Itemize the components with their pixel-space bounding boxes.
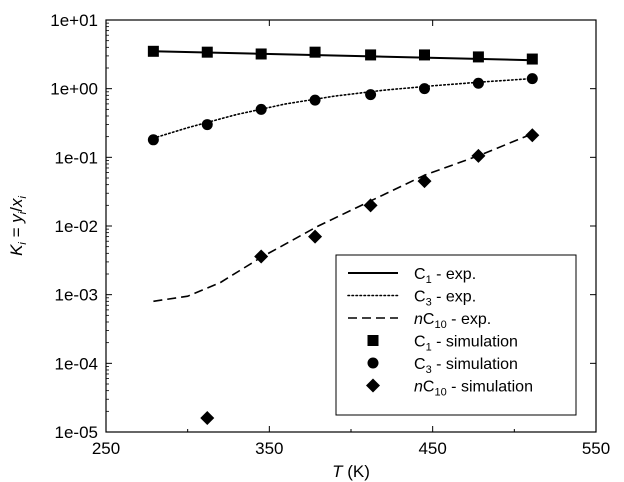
data-point-square [309,46,321,58]
y-tick-label: 1e-03 [55,286,98,305]
y-tick-label: 1e-01 [55,148,98,167]
y-tick-label: 1e+00 [50,80,98,99]
legend-marker-diamond [366,378,380,393]
y-tick-label: 1e+01 [50,11,98,30]
legend-label: C3 - simulation [414,356,518,376]
y-axis-label: Ki = yi/xi [7,196,29,256]
x-tick-label: 550 [582,439,610,458]
data-point-circle [365,89,377,101]
legend-marker-square [367,335,379,346]
y-tick-label: 1e-04 [55,354,98,373]
data-point-circle [472,77,484,89]
legend-marker-circle [367,357,379,369]
data-point-square [526,53,538,65]
data-point-square [255,48,267,60]
y-tick-label: 1e-05 [55,423,98,442]
data-series [147,45,540,425]
data-point-circle [309,94,321,106]
data-point-diamond [471,148,486,163]
data-point-square [419,49,430,61]
series-line [153,50,533,62]
legend: C1 - exp. C3 - exp.nC10 - exp. C1 - simula… [335,254,577,416]
data-point-circle [419,83,430,95]
data-point-diamond [308,229,323,244]
legend-label: nC10 - simulation [414,379,533,399]
data-point-circle [255,103,267,115]
axis-ticks: 250 350 450 550 1e-05 1e-04 1e-03 1e-02 1e-01 1e+… [50,11,610,458]
data-point-diamond [200,410,215,425]
x-tick-label: 450 [418,439,446,458]
data-point-square [472,51,484,63]
data-point-square [201,46,213,58]
data-point-diamond [363,198,378,213]
x-tick-label: 250 [92,439,120,458]
data-point-diamond [254,249,269,264]
legend-label: C1 - simulation [414,334,518,354]
y-tick-label: 1e-02 [55,217,98,236]
axis-labels: T (K) Ki = yi/xi [7,196,370,481]
legend-label: C3 - exp. [414,289,476,309]
series-line [153,133,533,303]
data-point-square [147,45,159,57]
legend-label: nC10 - exp. [414,311,491,331]
x-tick-label: 350 [255,439,283,458]
x-axis-label: T (K) [332,462,370,481]
data-point-diamond [417,174,432,189]
legend-label: C1 - exp. [414,266,476,286]
data-point-circle [201,119,213,131]
data-point-circle [526,73,538,85]
data-point-diamond [525,128,540,143]
data-point-square [365,49,377,61]
data-point-circle [147,134,159,146]
